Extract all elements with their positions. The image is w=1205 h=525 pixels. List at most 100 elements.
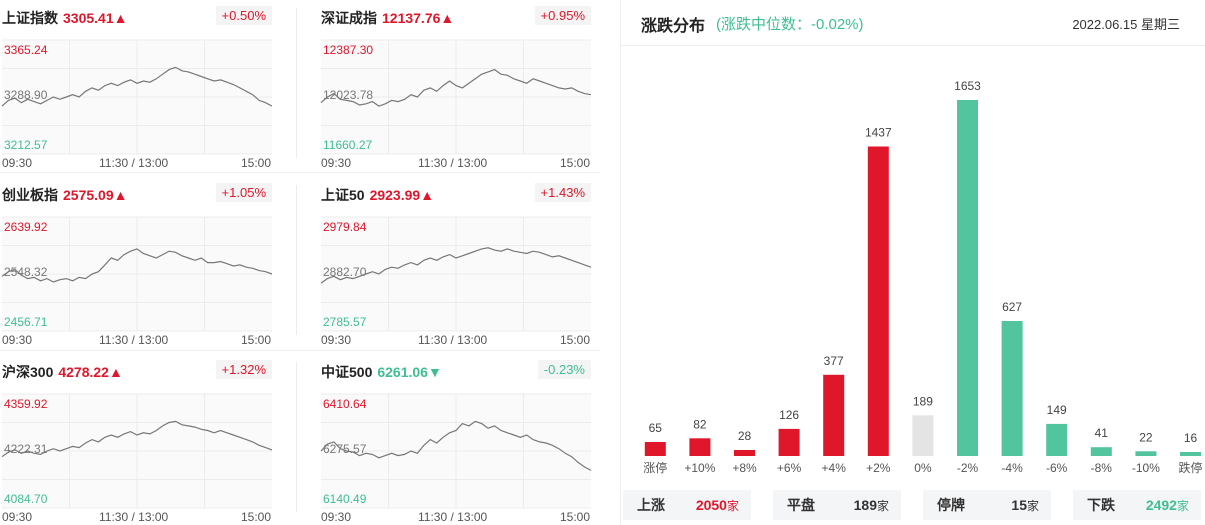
index-panel[interactable]: 上证指数 3305.41▲ +0.50% 3365.24 3288.90 3212.57 0… — [1, 6, 273, 178]
bar-category-label: -6% — [1046, 461, 1068, 475]
distribution-bar[interactable] — [1180, 452, 1201, 456]
price-line — [320, 68, 592, 107]
bar-category-label: -4% — [1001, 461, 1023, 475]
summary-label: 下跌 — [1087, 497, 1115, 513]
index-name: 上证指数 3305.41▲ — [2, 8, 127, 28]
y-axis-label: 2785.57 — [323, 315, 367, 329]
x-axis-label: 09:30 — [2, 156, 33, 170]
summary-label: 上涨 — [637, 497, 665, 513]
distribution-bar[interactable] — [778, 428, 800, 456]
distribution-bar[interactable] — [644, 442, 666, 456]
index-name: 深证成指 12137.76▲ — [321, 8, 454, 28]
distribution-bar[interactable] — [1046, 423, 1068, 456]
summary-value: 15家 — [1011, 496, 1039, 513]
distribution-median: (涨跌中位数：-0.02%) — [716, 16, 864, 33]
index-panel[interactable]: 上证50 2923.99▲ +1.43% 2979.84 2882.70 2785.57 0… — [320, 183, 592, 355]
column-divider — [296, 185, 297, 335]
index-value: 2923.99▲ — [369, 187, 435, 203]
price-line — [1, 420, 273, 458]
intraday-line-chart — [1, 393, 273, 509]
bar-value-label: 377 — [824, 354, 844, 368]
index-change-badge: +1.05% — [215, 183, 272, 202]
y-axis-label: 3365.24 — [4, 43, 48, 57]
distribution-date: 2022.06.15 星期三 — [1072, 17, 1180, 32]
x-axis-label: 15:00 — [241, 510, 272, 524]
bar-value-label: 627 — [1002, 300, 1022, 314]
index-value: 2575.09▲ — [63, 187, 128, 203]
bar-value-label: 22 — [1139, 430, 1153, 444]
distribution-bar[interactable] — [1090, 447, 1112, 456]
index-change-badge: +1.43% — [534, 183, 591, 202]
bar-value-label: 189 — [913, 394, 933, 408]
bar-value-label: 28 — [738, 429, 752, 443]
summary-item: 停牌 15家 — [923, 490, 1051, 520]
summary-item: 下跌 2492家 — [1073, 490, 1201, 520]
summary-value: 2492家 — [1145, 496, 1189, 513]
bar-value-label: 41 — [1095, 426, 1109, 440]
distribution-bar[interactable] — [689, 438, 711, 456]
index-value: 6261.06▼ — [377, 364, 442, 380]
summary-label: 平盘 — [787, 497, 815, 513]
header-separator — [621, 45, 1205, 46]
x-axis-label: 11:30 / 13:00 — [418, 510, 488, 524]
index-value: 4278.22▲ — [58, 364, 123, 380]
x-axis-label: 09:30 — [2, 510, 33, 524]
index-title: 创业板指 — [2, 187, 58, 203]
x-axis-label: 15:00 — [241, 333, 272, 347]
y-axis-label: 4084.70 — [4, 492, 48, 506]
index-change-badge: +0.95% — [534, 6, 591, 25]
trend-arrow-icon: ▲ — [113, 187, 128, 203]
bar-value-label: 149 — [1047, 403, 1067, 417]
bar-category-label: +8% — [732, 461, 757, 475]
row-divider — [0, 350, 600, 351]
distribution-bar[interactable] — [957, 100, 978, 456]
x-axis-label: 11:30 / 13:00 — [99, 510, 169, 524]
distribution-panel: 涨跌分布 (涨跌中位数：-0.02%) 2022.06.15 星期三 65 涨停 8… — [620, 0, 1205, 525]
row-divider — [0, 172, 600, 173]
distribution-bar[interactable] — [823, 374, 845, 456]
y-axis-label: 6410.64 — [323, 397, 367, 411]
index-name: 创业板指 2575.09▲ — [2, 185, 127, 205]
bar-category-label: -2% — [957, 461, 979, 475]
distribution-title: 涨跌分布 — [641, 18, 706, 35]
bar-category-label: +6% — [777, 461, 802, 475]
y-axis-label: 12387.30 — [323, 43, 374, 57]
distribution-bar[interactable] — [1001, 321, 1023, 456]
x-axis-label: 15:00 — [560, 333, 591, 347]
price-line — [320, 420, 592, 471]
index-panel[interactable]: 沪深300 4278.22▲ +1.32% 4359.92 4222.31 4084.70… — [1, 360, 273, 525]
intraday-line-chart — [320, 39, 592, 155]
summary-value: 189家 — [853, 496, 889, 513]
index-panel[interactable]: 创业板指 2575.09▲ +1.05% 2639.92 2548.32 2456.71 0… — [1, 183, 273, 355]
distribution-bar[interactable] — [734, 450, 755, 456]
summary-item: 平盘 189家 — [773, 490, 901, 520]
bar-category-label: 跌停 — [1178, 460, 1202, 475]
bar-value-label: 65 — [649, 421, 663, 435]
y-axis-label: 2456.71 — [4, 315, 48, 329]
y-axis-label: 4222.31 — [4, 442, 48, 456]
x-axis-label: 09:30 — [321, 333, 352, 347]
x-axis-label: 15:00 — [560, 156, 591, 170]
index-change-badge: +1.32% — [215, 360, 272, 379]
x-axis-label: 09:30 — [321, 510, 352, 524]
trend-arrow-icon: ▲ — [440, 10, 455, 26]
index-name: 中证500 6261.06▼ — [321, 362, 442, 382]
index-name: 上证50 2923.99▲ — [321, 185, 434, 205]
summary-value: 2050家 — [695, 496, 739, 513]
intraday-line-chart — [1, 216, 273, 332]
index-value: 12137.76▲ — [382, 10, 455, 26]
distribution-bar[interactable] — [1135, 451, 1157, 456]
y-axis-label: 3212.57 — [4, 138, 48, 152]
price-line — [1, 66, 273, 107]
intraday-line-chart — [320, 216, 592, 332]
summary-label: 停牌 — [937, 497, 965, 513]
x-axis-label: 09:30 — [2, 333, 33, 347]
index-panel[interactable]: 中证500 6261.06▼ -0.23% 6410.64 6275.57 6140.49… — [320, 360, 592, 525]
y-axis-label: 11660.27 — [323, 138, 373, 152]
x-axis-label: 11:30 / 13:00 — [99, 156, 169, 170]
distribution-bar[interactable] — [867, 146, 889, 457]
index-panel[interactable]: 深证成指 12137.76▲ +0.95% 12387.30 12023.78 11660… — [320, 6, 592, 178]
distribution-bar[interactable] — [912, 415, 934, 456]
bar-value-label: 1653 — [954, 79, 981, 93]
bar-category-label: -10% — [1132, 461, 1160, 475]
